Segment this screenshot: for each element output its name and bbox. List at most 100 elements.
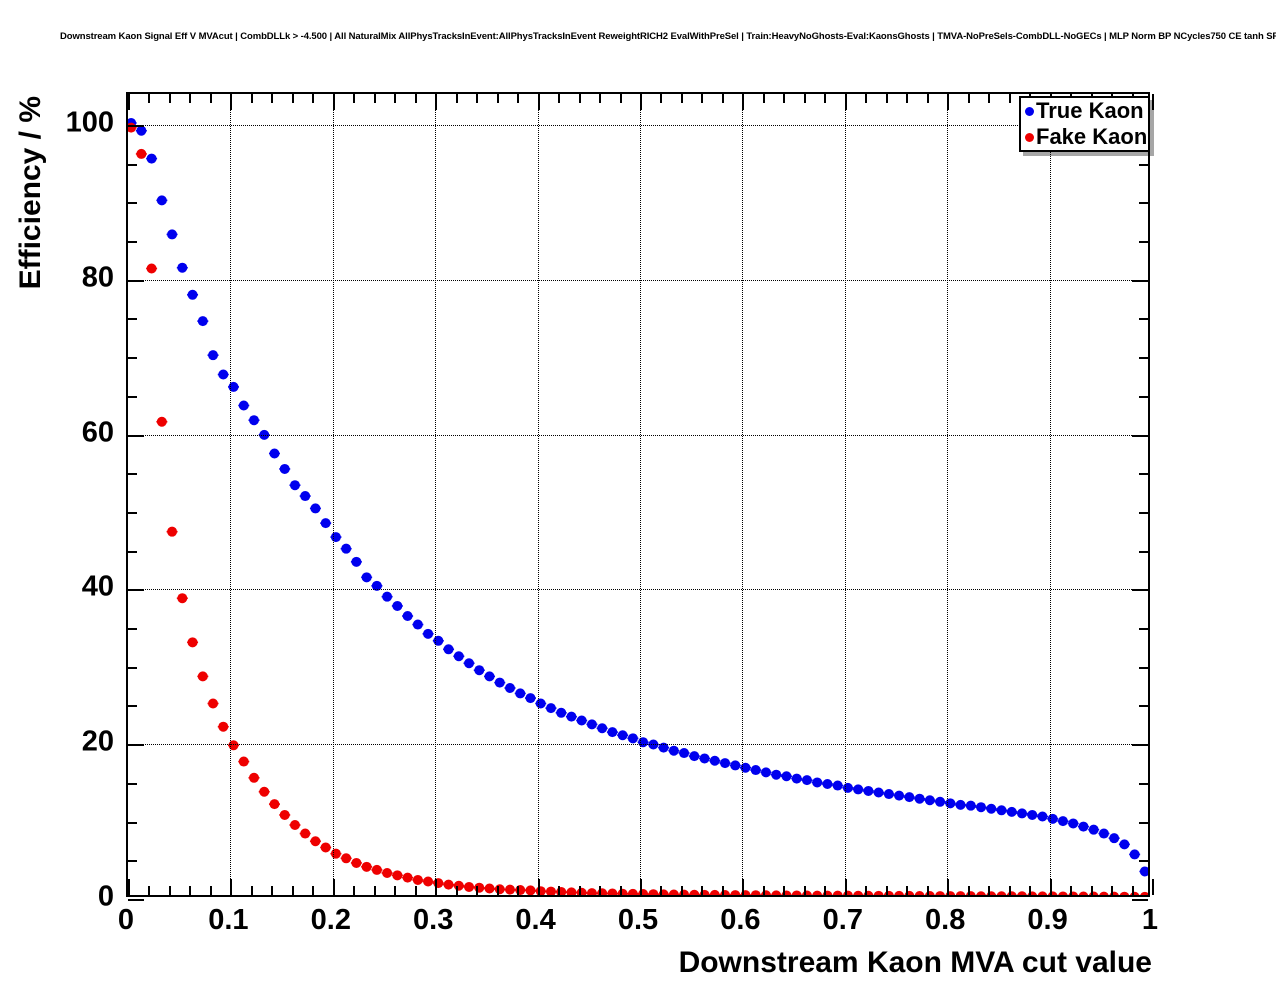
x-axis-minor-tick: [599, 94, 602, 103]
legend-label-fake-kaon: Fake Kaon: [1036, 124, 1148, 149]
x-axis-minor-tick: [906, 886, 909, 895]
y-axis-minor-tick: [1139, 860, 1148, 863]
x-axis-minor-tick: [168, 886, 171, 895]
x-axis-minor-tick: [865, 94, 868, 103]
x-axis-minor-tick: [762, 886, 765, 895]
x-axis-minor-tick: [988, 886, 991, 895]
y-axis-minor-tick: [1139, 202, 1148, 205]
legend-entry-true-kaon: True Kaon: [1021, 98, 1148, 124]
y-axis-minor-tick: [1139, 666, 1148, 669]
y-axis-major-tick: [128, 899, 144, 901]
x-axis-minor-tick: [455, 94, 458, 103]
gridline-vertical: [640, 94, 641, 895]
x-axis-minor-tick: [1008, 886, 1011, 895]
gridline-vertical: [947, 94, 949, 895]
y-axis-minor-tick: [128, 860, 137, 863]
x-tick-label: 0.1: [208, 904, 249, 936]
x-axis-minor-tick: [660, 94, 663, 103]
x-axis-minor-tick: [148, 886, 151, 895]
x-axis-minor-tick: [517, 94, 520, 103]
x-axis-minor-tick: [1008, 94, 1011, 103]
x-axis-minor-tick: [414, 886, 417, 895]
y-axis-minor-tick: [128, 821, 137, 824]
y-axis-major-tick: [128, 279, 144, 282]
y-axis-major-tick: [1132, 434, 1148, 437]
x-axis-major-tick: [332, 879, 335, 895]
y-axis-minor-tick: [128, 395, 137, 398]
y-axis-minor-tick: [128, 357, 137, 360]
x-axis-minor-tick: [148, 94, 151, 103]
x-axis-minor-tick: [1070, 886, 1073, 895]
y-axis-major-tick: [128, 434, 144, 437]
x-axis-major-tick: [640, 94, 642, 110]
x-axis-major-tick: [537, 94, 540, 110]
y-axis-minor-tick: [1139, 550, 1148, 553]
x-axis-major-tick: [1152, 94, 1154, 110]
x-axis-minor-tick: [783, 886, 786, 895]
x-axis-major-tick: [537, 879, 540, 895]
legend-marker-true-kaon: [1025, 106, 1034, 116]
y-axis-minor-tick: [128, 473, 137, 476]
x-axis-major-tick: [844, 94, 847, 110]
x-tick-label: 0.2: [310, 904, 351, 936]
x-axis-minor-tick: [496, 886, 499, 895]
x-axis-minor-tick: [353, 886, 356, 895]
x-axis-major-tick: [128, 879, 130, 895]
x-axis-minor-tick: [394, 886, 397, 895]
x-axis-major-tick: [1049, 879, 1052, 895]
y-axis-minor-tick: [128, 163, 137, 166]
x-axis-minor-tick: [680, 886, 683, 895]
y-axis-minor-tick: [128, 241, 137, 244]
x-axis-minor-tick: [762, 94, 765, 103]
x-axis-major-tick: [742, 94, 745, 110]
legend: True Kaon Fake Kaon: [1019, 96, 1150, 152]
x-axis-minor-tick: [926, 886, 929, 895]
x-axis-minor-tick: [599, 886, 602, 895]
x-axis-minor-tick: [988, 94, 991, 103]
x-tick-label: 1: [1141, 904, 1159, 936]
x-axis-major-tick: [332, 94, 335, 110]
x-axis-minor-tick: [291, 886, 294, 895]
y-axis-major-tick: [1132, 589, 1148, 592]
x-axis-minor-tick: [209, 886, 212, 895]
y-axis-major-tick: [128, 589, 144, 592]
y-tick-label: 60: [81, 416, 114, 449]
x-axis-title: Downstream Kaon MVA cut value: [678, 946, 1152, 979]
x-axis-major-tick: [742, 879, 745, 895]
x-axis-major-tick: [844, 879, 847, 895]
x-axis-minor-tick: [496, 94, 499, 103]
x-axis-major-tick: [128, 94, 130, 110]
y-axis-minor-tick: [1139, 628, 1148, 631]
gridline-vertical: [742, 94, 744, 895]
x-axis-minor-tick: [865, 886, 868, 895]
plot-title: Downstream Kaon Signal Eff V MVAcut | Co…: [60, 31, 1276, 42]
y-tick-label: 100: [65, 106, 114, 139]
legend-label-true-kaon: True Kaon: [1036, 98, 1144, 123]
gridline-horizontal: [128, 124, 1148, 126]
x-axis-minor-tick: [906, 94, 909, 103]
x-axis-minor-tick: [189, 94, 192, 103]
x-axis-minor-tick: [373, 94, 376, 103]
x-tick-label: 0.7: [822, 904, 863, 936]
x-axis-major-tick: [230, 94, 233, 110]
x-axis-major-tick: [947, 879, 950, 895]
x-axis-minor-tick: [967, 94, 970, 103]
y-tick-label: 20: [81, 725, 114, 758]
x-axis-major-tick: [640, 879, 642, 895]
x-axis-minor-tick: [558, 886, 561, 895]
x-axis-minor-tick: [1090, 886, 1093, 895]
x-axis-minor-tick: [291, 94, 294, 103]
x-axis-minor-tick: [476, 94, 479, 103]
x-axis-minor-tick: [250, 94, 253, 103]
x-axis-minor-tick: [558, 94, 561, 103]
y-axis-minor-tick: [1139, 782, 1148, 785]
x-axis-minor-tick: [824, 94, 827, 103]
x-axis-minor-tick: [373, 886, 376, 895]
x-axis-minor-tick: [1029, 886, 1032, 895]
x-axis-minor-tick: [721, 94, 724, 103]
y-axis-minor-tick: [128, 202, 137, 205]
x-axis-minor-tick: [1131, 886, 1134, 895]
x-axis-minor-tick: [578, 886, 581, 895]
y-axis-minor-tick: [1139, 511, 1148, 514]
